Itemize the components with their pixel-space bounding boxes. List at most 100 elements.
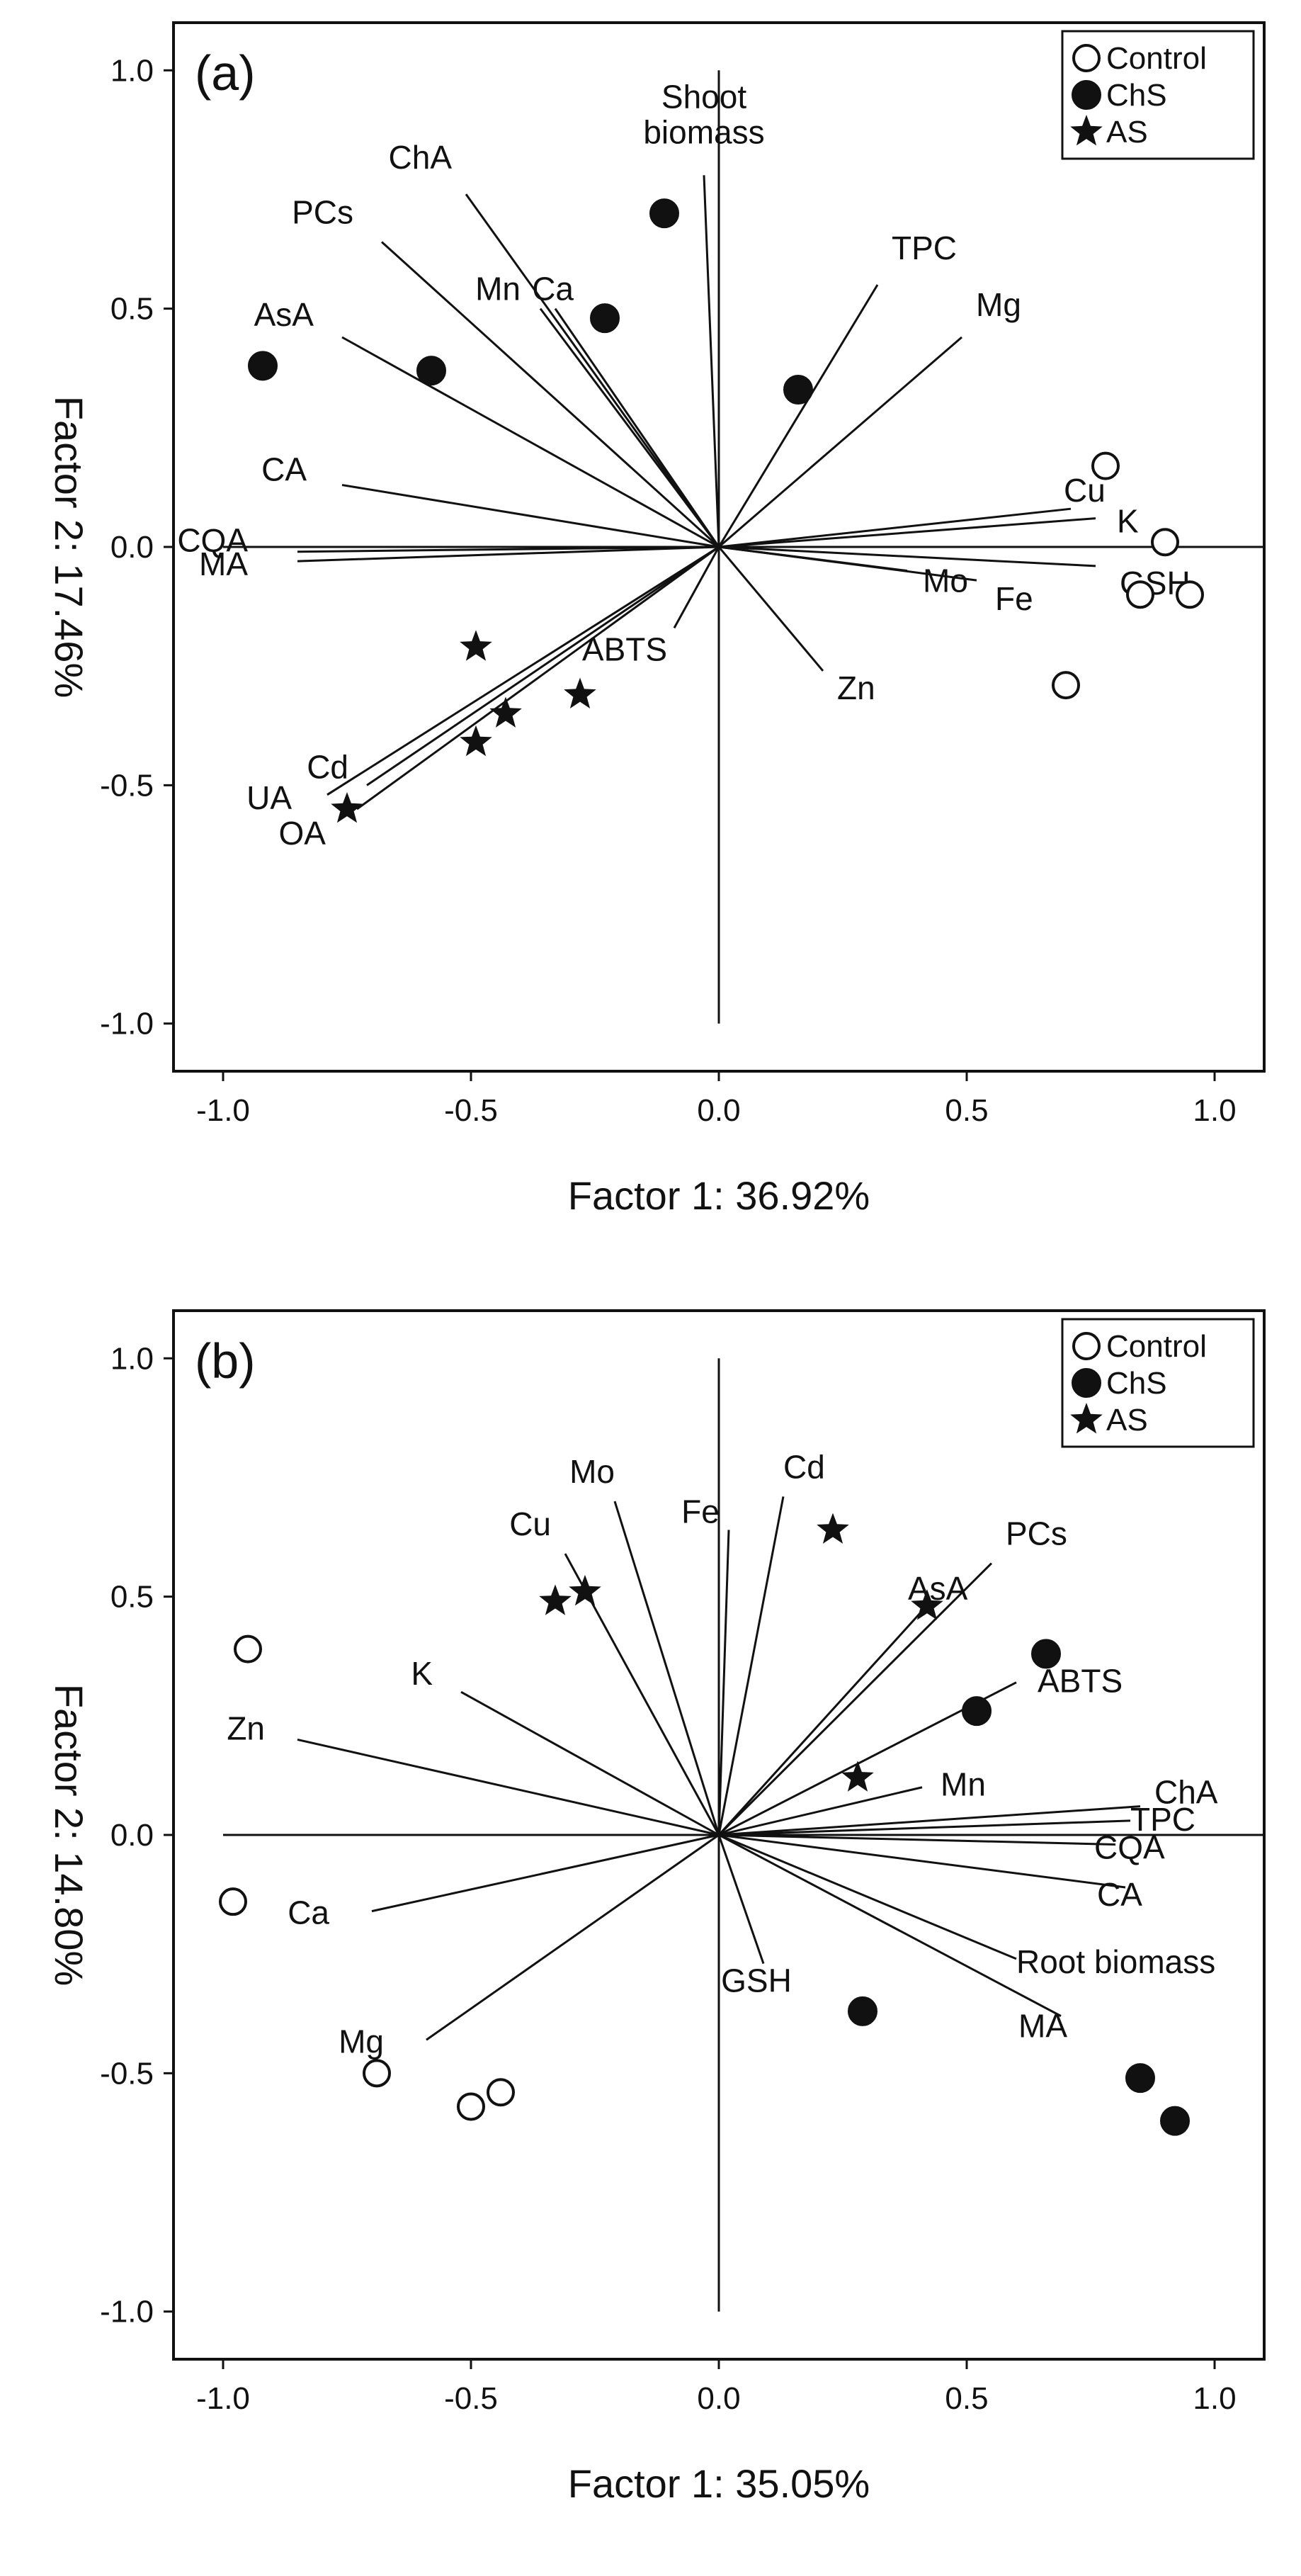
x-tick-label: 0.0 xyxy=(697,1093,740,1128)
pca-biplot-a: -1.0 -0.5 0.0 0.5 1.0 1.0 0.5 0.0 -0.5 -1.0 Factor… xyxy=(47,21,1266,1218)
loading-vector xyxy=(718,1834,1017,1960)
data-point-control xyxy=(1052,671,1080,700)
loading-vector xyxy=(673,546,720,629)
loading-vector xyxy=(366,546,720,786)
data-point-control xyxy=(457,2092,485,2121)
vector-label: Mg xyxy=(339,2023,384,2060)
data-point-chs xyxy=(590,303,620,334)
vector-label: K xyxy=(1117,503,1139,540)
panel-label: (a) xyxy=(195,45,256,101)
loading-vector xyxy=(371,1834,720,1913)
x-tick-label: 0.5 xyxy=(945,1093,988,1128)
legend-marker-control xyxy=(1072,1332,1101,1360)
legend-marker-control xyxy=(1072,44,1101,72)
vector-label: PCs xyxy=(292,193,353,230)
vector-label: Fe xyxy=(995,580,1033,617)
pca-biplot-b: -1.0 -0.5 0.0 0.5 1.0 1.0 0.5 0.0 -0.5 -1.0 Factor… xyxy=(47,1309,1266,2506)
data-point-as xyxy=(911,1589,943,1620)
data-point-chs xyxy=(1160,2106,1190,2136)
x-tick-label: 0.0 xyxy=(697,2381,740,2416)
vector-label: Fe xyxy=(681,1493,720,1530)
legend-label: ChS xyxy=(1106,1366,1167,1401)
vector-label: Mo xyxy=(569,1453,615,1490)
vector-label: Cu xyxy=(509,1506,551,1542)
data-point-chs xyxy=(848,1996,877,2026)
data-point-as xyxy=(489,696,522,728)
y-tick-label: -0.5 xyxy=(100,2056,154,2091)
data-point-as xyxy=(460,630,492,661)
vector-label: CQA xyxy=(1094,1829,1165,1865)
y-tick-label: 1.0 xyxy=(110,53,154,88)
loading-vector xyxy=(341,484,720,548)
x-tick-label: 1.0 xyxy=(1193,2381,1236,2416)
loading-vector xyxy=(718,546,1096,567)
data-point-chs xyxy=(248,351,278,381)
data-point-chs xyxy=(1031,1639,1061,1669)
loading-vector xyxy=(326,546,720,796)
loading-vector xyxy=(718,1805,1141,1836)
loading-vector xyxy=(613,1501,720,1836)
y-axis-title: Factor 2: 14.80% xyxy=(47,1684,91,1986)
vector-label: K xyxy=(411,1655,433,1692)
x-tick-label: -0.5 xyxy=(444,2381,498,2416)
y-tick-label: -0.5 xyxy=(100,768,154,803)
vector-label: AsA xyxy=(254,296,314,333)
vector-label: ChA xyxy=(389,139,453,176)
x-tick-label: 0.5 xyxy=(945,2381,988,2416)
loading-vector xyxy=(426,1834,720,2041)
data-point-chs xyxy=(416,356,446,386)
loading-vector xyxy=(717,1610,924,1836)
data-point-chs xyxy=(649,198,679,229)
loading-vector xyxy=(718,1786,923,1836)
loading-vector xyxy=(717,1496,785,1836)
data-point-control xyxy=(363,2059,391,2088)
loading-vector xyxy=(718,1834,1126,1889)
y-tick-label: 0.0 xyxy=(110,1818,154,1853)
data-point-as xyxy=(569,1574,601,1606)
loading-vector xyxy=(718,1834,1116,1846)
vector-label: Zn xyxy=(227,1710,265,1746)
pca-panel-b: -1.0 -0.5 0.0 0.5 1.0 1.0 0.5 0.0 -0.5 -1.0 Factor… xyxy=(0,1288,1301,2576)
data-point-as xyxy=(539,1584,572,1615)
vector-label: Mn xyxy=(941,1766,986,1803)
y-axis-title: Factor 2: 17.46% xyxy=(47,396,91,698)
loading-vector xyxy=(539,307,720,548)
loading-vector xyxy=(341,336,720,548)
x-axis-title: Factor 1: 36.92% xyxy=(568,1173,870,1218)
vector-label: Ca xyxy=(532,271,574,307)
data-point-control xyxy=(219,1887,247,1916)
legend-label: AS xyxy=(1106,115,1148,149)
vector-label: MA xyxy=(199,546,248,582)
x-tick-label: 1.0 xyxy=(1193,1093,1236,1128)
vector-label: biomass xyxy=(643,113,764,150)
data-point-control xyxy=(487,2078,515,2107)
data-point-chs xyxy=(962,1696,992,1727)
loading-vector xyxy=(717,284,879,548)
y-tick-label: 0.5 xyxy=(110,1580,154,1615)
x-axis-title: Factor 1: 35.05% xyxy=(568,2461,870,2506)
vector-label: TPC xyxy=(892,230,957,266)
vector-label: Mn xyxy=(475,271,521,307)
vector-label: Root biomass xyxy=(1016,1943,1215,1980)
vector-label: Zn xyxy=(837,670,875,706)
data-point-control xyxy=(1091,451,1120,480)
legend-marker-as xyxy=(1070,115,1103,146)
loading-vector xyxy=(297,1738,720,1836)
vector-label: Cd xyxy=(783,1448,825,1485)
vector-label: Cd xyxy=(307,748,348,785)
data-point-control xyxy=(1126,580,1154,609)
vector-label: CQA xyxy=(177,522,248,559)
vector-label: Ca xyxy=(288,1894,329,1931)
loading-vector xyxy=(703,175,720,548)
loading-vector xyxy=(465,193,720,548)
vector-label: GSH xyxy=(721,1962,792,1999)
data-point-control xyxy=(1176,580,1204,609)
loading-vector xyxy=(460,1690,720,1836)
loading-vector xyxy=(554,307,720,548)
loading-vector xyxy=(297,546,720,553)
pca-panel-a: -1.0 -0.5 0.0 0.5 1.0 1.0 0.5 0.0 -0.5 -1.0 Factor… xyxy=(47,21,1266,1218)
x-tick-label: -1.0 xyxy=(196,2381,250,2416)
data-point-as xyxy=(841,1761,874,1792)
data-point-as xyxy=(331,792,363,823)
vector-label: UA xyxy=(246,779,292,816)
